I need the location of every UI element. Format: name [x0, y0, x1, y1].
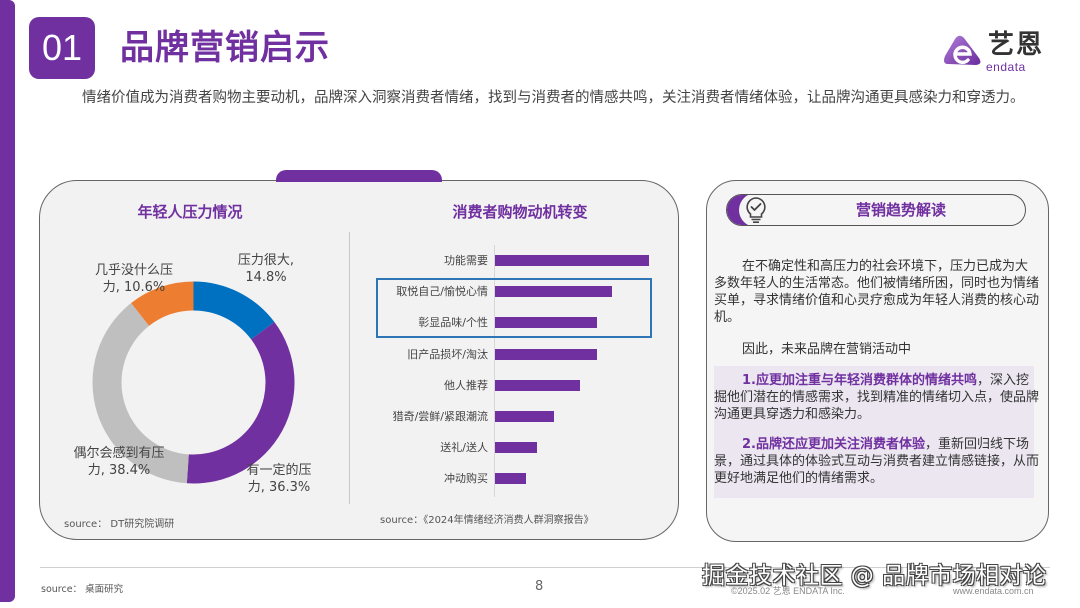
recommendation-background — [714, 366, 1034, 498]
donut-label-high-stress: 压力很大, 14.8% — [226, 252, 306, 286]
insight-heading-pill: 营销趋势解读 — [726, 194, 1026, 226]
donut-chart-title: 年轻人压力情况 — [137, 203, 243, 221]
card-tab-accent — [276, 170, 442, 182]
copyright: ©2025.02 艺恩 ENDATA Inc. — [731, 586, 845, 596]
label-value: 力, 36.3% — [247, 480, 311, 495]
logo-text-cn: 艺恩 — [988, 30, 1045, 60]
bar — [495, 473, 526, 485]
bar-label: 旧产品损坏/淘汰 — [407, 347, 488, 361]
endata-logo-icon — [944, 35, 981, 65]
bar — [495, 442, 537, 454]
bar-label: 猎奇/尝鲜/紧跟潮流 — [392, 410, 488, 423]
bar — [495, 379, 580, 391]
website-link[interactable]: www.endata.com.cn — [953, 586, 1034, 596]
bar-row: 冲动购买 — [360, 469, 660, 489]
recommendation-1-emphasis: 1.应更加注重与年轻消费群体的情绪共鸣 — [742, 373, 977, 388]
bar — [495, 317, 597, 329]
donut-slice — [186, 322, 295, 484]
charts-card — [39, 180, 679, 540]
bar-row: 他人推荐 — [360, 376, 660, 396]
footer-divider — [40, 567, 1050, 568]
bar-source: source：《2024年情绪经济消费人群洞察报告》 — [380, 515, 594, 526]
label-value: 力, 38.4% — [87, 463, 151, 478]
bar — [495, 411, 554, 422]
label-line: 有一定的压 — [246, 463, 312, 478]
donut-svg — [92, 281, 295, 484]
footer-source: source： 桌面研究 — [41, 584, 124, 595]
bar-row: 彰显品味/个性 — [360, 313, 660, 333]
bar-row: 功能需要 — [360, 251, 660, 271]
label-line: 偶尔会感到有压 — [73, 446, 165, 461]
bar-row: 取悦自己/愉悦心情 — [360, 282, 660, 302]
intro-paragraph: 情绪价值成为消费者购物主要动机，品牌深入洞察消费者情绪，找到与消费者的情感共鸣，… — [82, 90, 1025, 106]
label-line: 几乎没什么压 — [94, 263, 173, 278]
bar-label: 功能需要 — [444, 254, 488, 267]
page-title: 品牌营销启示 — [120, 28, 330, 68]
side-accent-bar — [0, 0, 15, 602]
bar-chart-title: 消费者购物动机转变 — [452, 203, 588, 221]
lightbulb-check-icon — [746, 197, 766, 224]
label-line: 压力很大, — [237, 253, 295, 268]
bar-label: 他人推荐 — [444, 378, 488, 392]
emotion-highlight-box — [376, 278, 652, 338]
donut-label-no-stress: 几乎没什么压 力, 10.6% — [86, 262, 182, 296]
bar-chart-axis — [494, 245, 495, 497]
bar-label: 取悦自己/愉悦心情 — [396, 285, 488, 299]
bar — [495, 348, 597, 360]
insight-paragraph-2: 因此，未来品牌在营销活动中 — [742, 342, 912, 357]
chart-divider — [349, 232, 350, 504]
bar-row: 旧产品损坏/淘汰 — [360, 345, 660, 365]
recommendation-2-text: ，重新回归线下场景，通过具体的体验式互动与消费者建立情感链接，从而更好地满足他们… — [714, 437, 1040, 486]
bar-label: 冲动购买 — [444, 472, 488, 486]
donut-slice — [92, 303, 189, 484]
donut-slice — [193, 281, 275, 340]
bar-label: 彰显品味/个性 — [418, 316, 488, 330]
bar — [495, 286, 613, 298]
endata-logo: 艺恩 endata — [942, 28, 1052, 78]
insight-paragraph-1: 在不确定性和高压力的社会环境下，压力已成为大多数年轻人的生活常态。他们被情绪所困… — [714, 259, 1040, 325]
recommendation-1: 1.应更加注重与年轻消费群体的情绪共鸣，深入挖掘他们潜在的情感需求，找到精准的情… — [714, 372, 1040, 423]
recommendation-2: 2.品牌还应更加关注消费者体验，重新回归线下场景，通过具体的体验式互动与消费者建… — [714, 436, 1040, 487]
page-number: 8 — [535, 579, 544, 594]
donut-source: source： DT研究院调研 — [64, 519, 175, 530]
stress-donut-chart — [92, 281, 295, 484]
bar-row: 猎奇/尝鲜/紧跟潮流 — [360, 407, 660, 427]
recommendation-1-text: ，深入挖掘他们潜在的情感需求，找到精准的情绪切入点，使品牌沟通更具穿透力和感染力… — [714, 373, 1040, 422]
insight-heading: 营销趋势解读 — [855, 201, 946, 219]
label-value: 14.8% — [245, 270, 287, 285]
section-number-badge: 01 — [29, 17, 95, 79]
bar-row: 送礼/送人 — [360, 438, 660, 458]
bar-label: 送礼/送人 — [440, 441, 488, 455]
bar — [495, 255, 649, 266]
logo-text-en: endata — [986, 60, 1026, 74]
donut-label-some-stress: 有一定的压 力, 36.3% — [236, 462, 322, 496]
recommendation-2-emphasis: 2.品牌还应更加关注消费者体验 — [742, 437, 925, 452]
label-value: 力, 10.6% — [102, 280, 166, 295]
donut-label-occasional-stress: 偶尔会感到有压 力, 38.4% — [66, 445, 172, 479]
donut-slice — [131, 281, 194, 326]
watermark: 掘金技术社区 @ 品牌市场相对论 — [702, 563, 1047, 589]
